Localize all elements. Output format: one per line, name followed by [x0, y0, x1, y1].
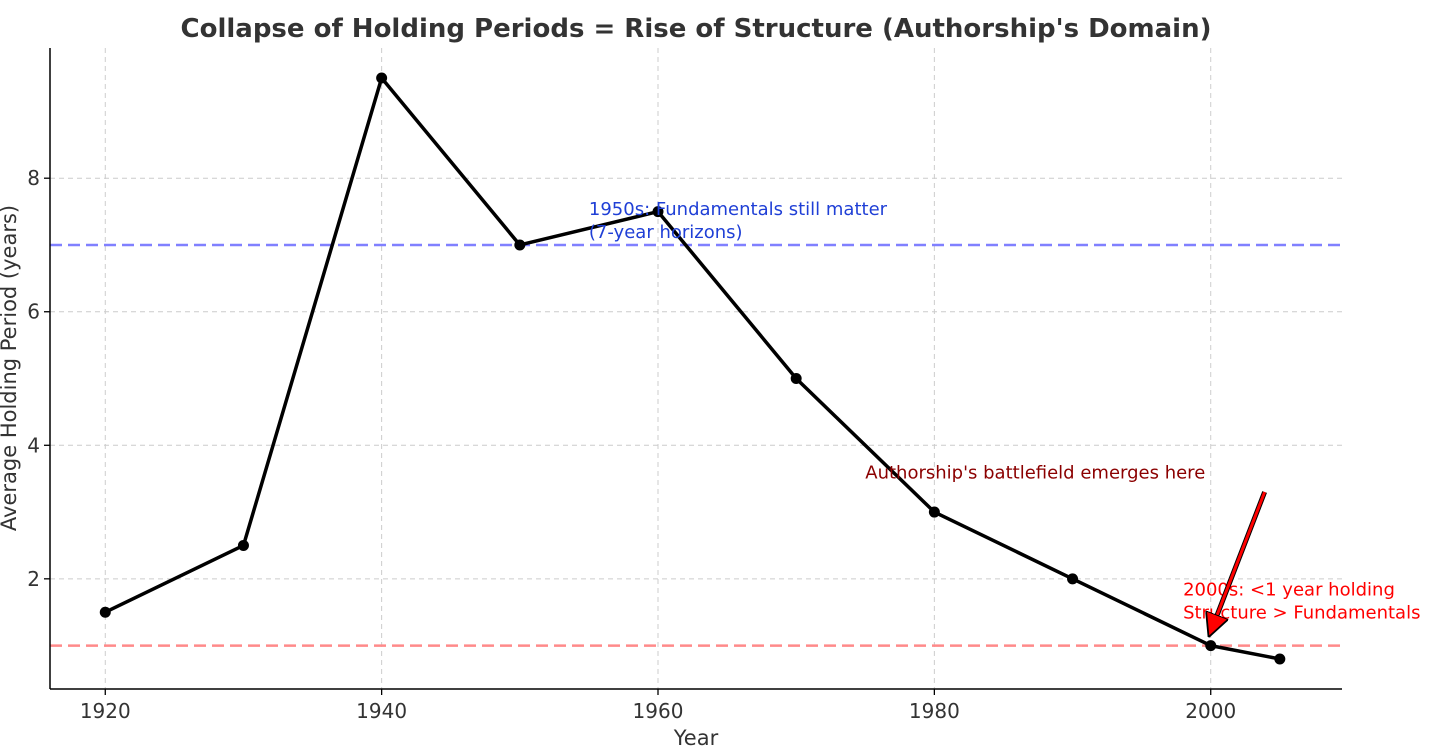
series-line — [104, 76, 1281, 661]
y-tick-label: 8 — [27, 166, 40, 190]
data-point — [790, 373, 802, 385]
annotation-arrow — [1211, 491, 1267, 632]
chart-title: Collapse of Holding Periods = Rise of St… — [181, 14, 1212, 44]
y-tick-label: 4 — [27, 433, 40, 457]
x-tick-label: 1960 — [633, 699, 684, 723]
data-point — [99, 606, 111, 618]
data-point — [652, 206, 664, 218]
y-tick-label: 6 — [27, 300, 40, 324]
y-tick-label: 2 — [27, 567, 40, 591]
x-tick-label: 1920 — [80, 699, 131, 723]
annotation-structure: 2000s: <1 year holding Structure > Fundam… — [1183, 580, 1420, 624]
y-axis-label: Average Holding Period (years) — [0, 205, 21, 531]
data-point — [1205, 640, 1217, 652]
x-tick-label: 2000 — [1185, 699, 1236, 723]
x-tick-label: 1940 — [356, 699, 407, 723]
data-point — [1067, 573, 1079, 585]
data-point — [237, 539, 249, 551]
data-point — [928, 506, 940, 518]
annotation-battlefield: Authorship's battlefield emerges here — [865, 463, 1205, 484]
annotation-fundamentals: 1950s: Fundamentals still matter (7-year … — [589, 199, 888, 243]
data-point — [514, 239, 526, 251]
data-point — [1274, 653, 1286, 665]
x-axis-label: Year — [673, 726, 719, 750]
data-point — [376, 72, 388, 84]
x-tick-label: 1980 — [909, 699, 960, 723]
